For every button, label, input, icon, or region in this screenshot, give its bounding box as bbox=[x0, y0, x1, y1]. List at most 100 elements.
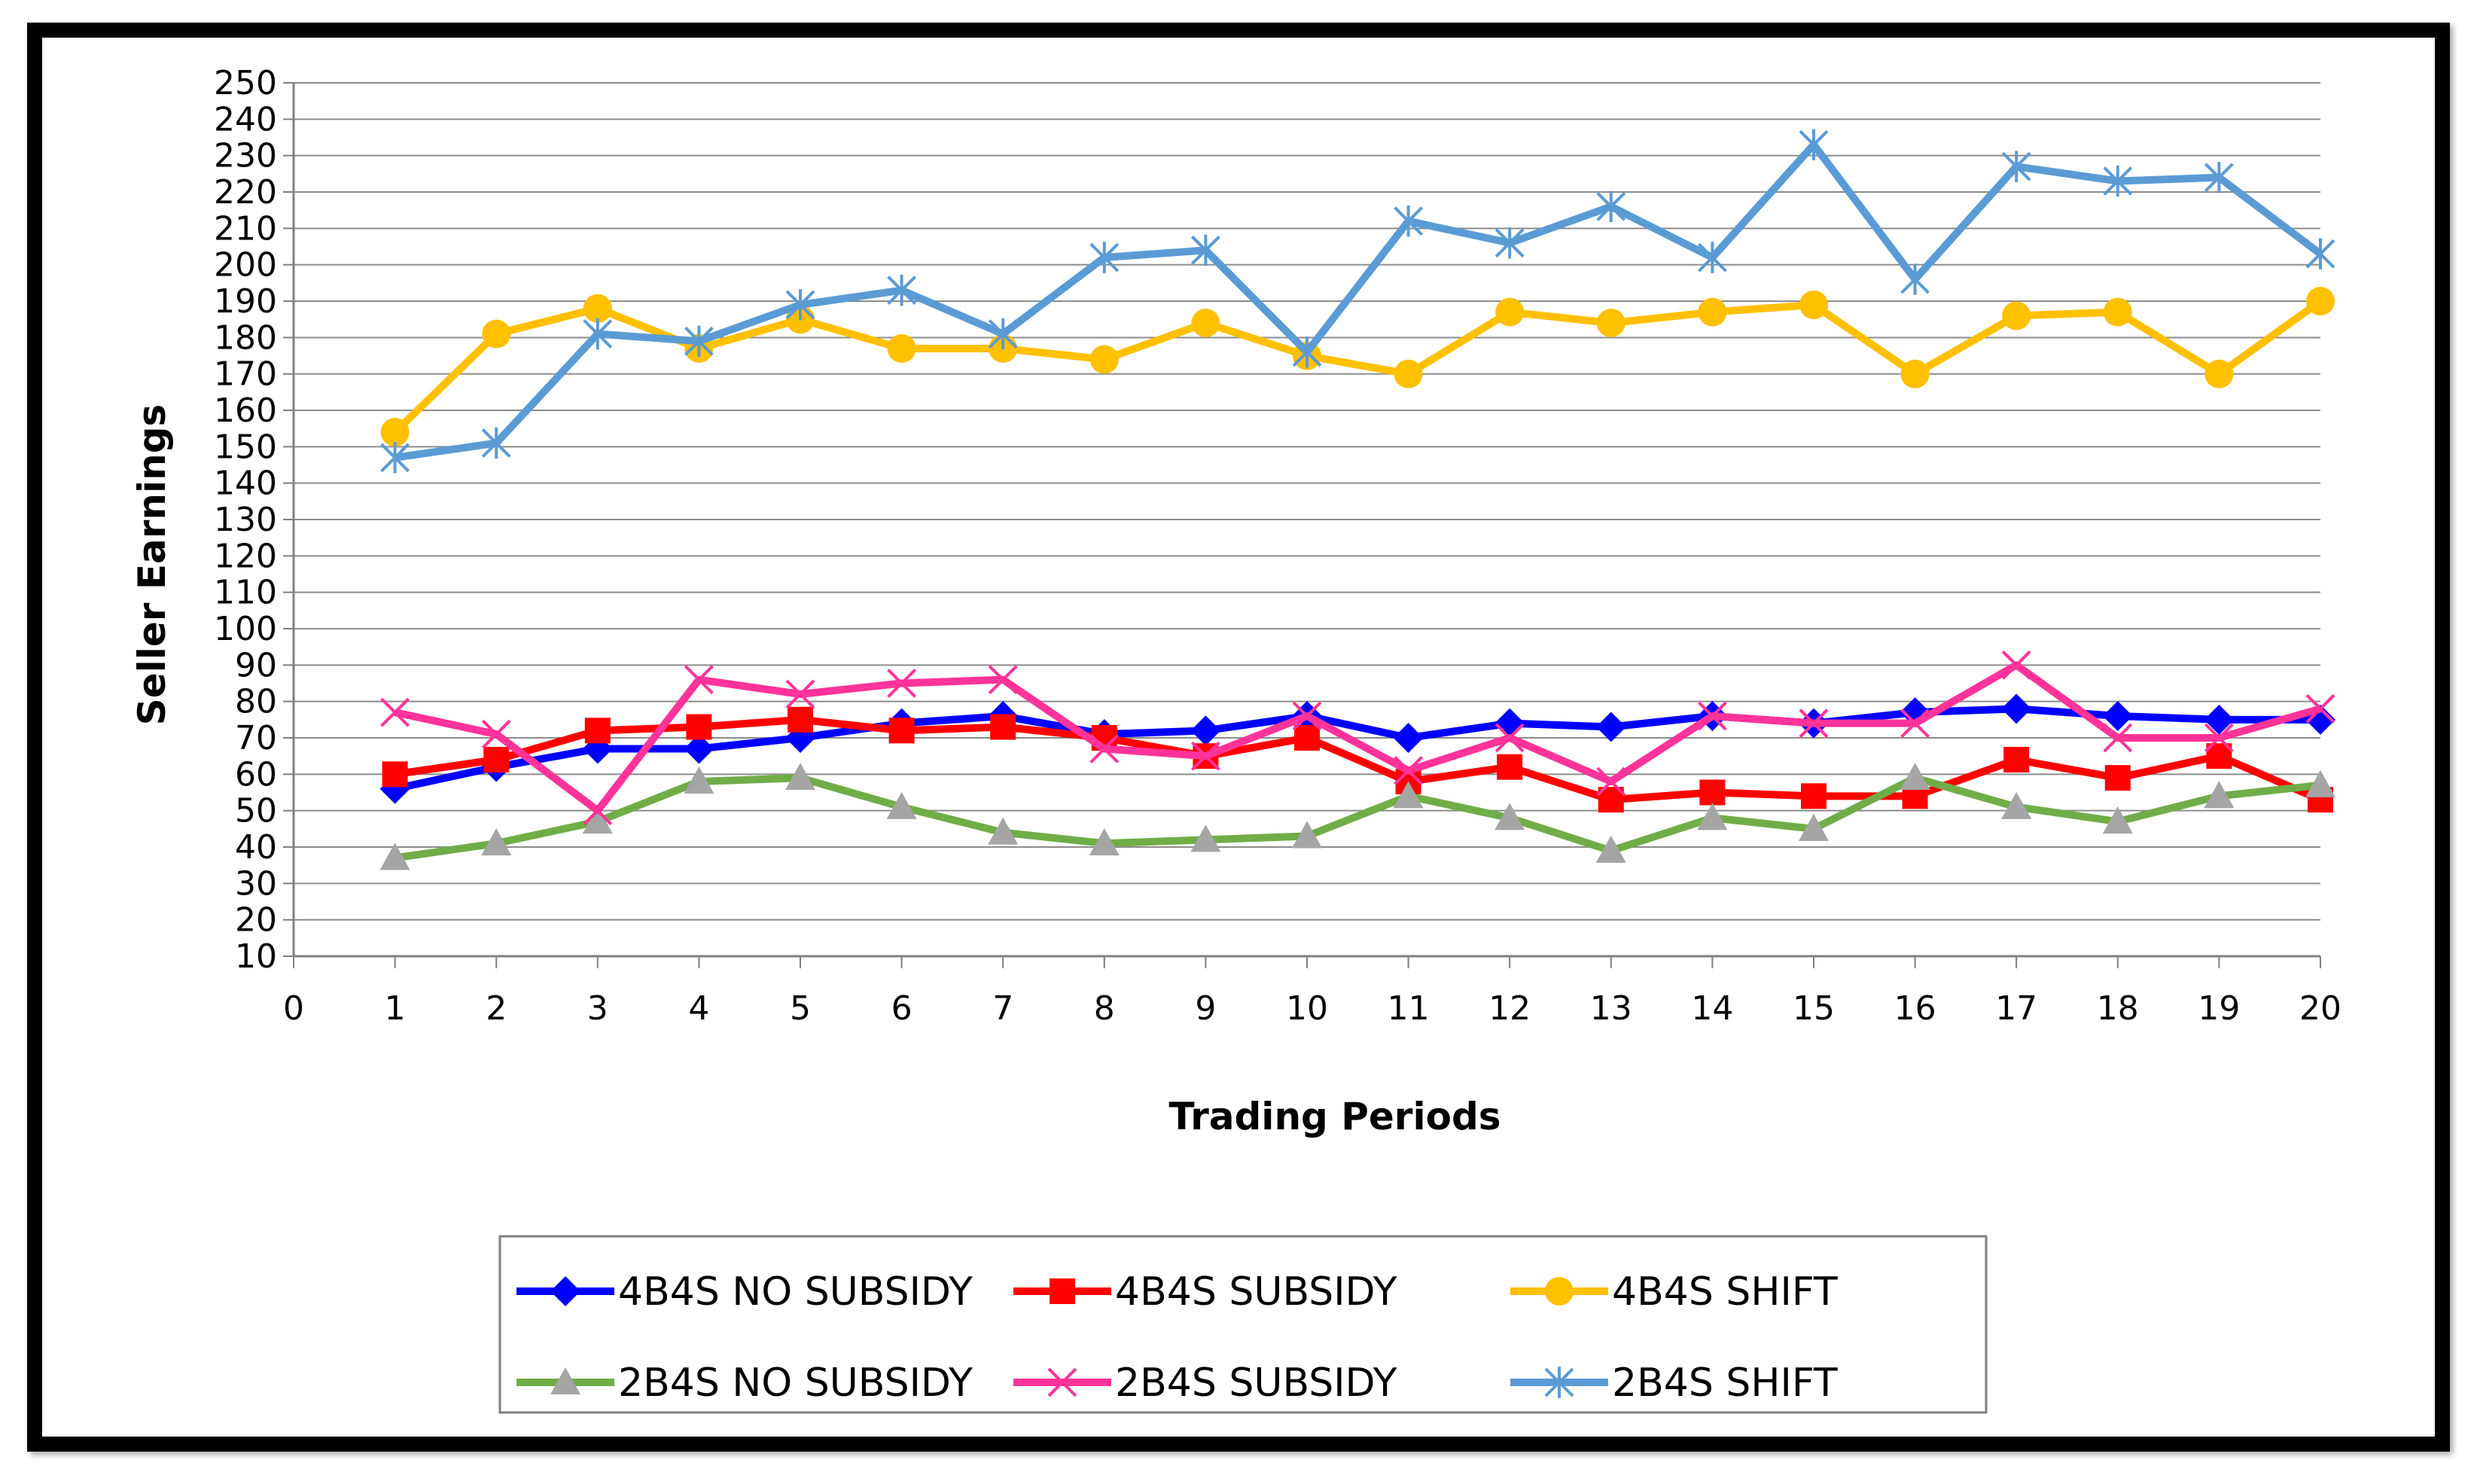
x-tick-label: 17 bbox=[1995, 989, 2037, 1028]
data-point-circle bbox=[887, 334, 916, 363]
legend-entry: 4B4S SUBSIDY bbox=[1013, 1269, 1397, 1315]
data-point-square bbox=[1294, 725, 1320, 751]
legend-entry: 2B4S NO SUBSIDY bbox=[516, 1361, 973, 1406]
data-point-circle bbox=[1191, 309, 1220, 337]
y-tick-label: 100 bbox=[214, 610, 277, 648]
x-tick-label: 0 bbox=[283, 989, 304, 1028]
data-point-square bbox=[1801, 783, 1827, 809]
data-point-square bbox=[2003, 747, 2030, 772]
y-tick-label: 170 bbox=[214, 355, 277, 394]
y-tick-label: 190 bbox=[214, 282, 277, 321]
y-tick-label: 180 bbox=[214, 318, 277, 357]
x-tick-label: 2 bbox=[486, 989, 507, 1028]
data-point-star bbox=[684, 325, 714, 357]
data-point-square bbox=[2104, 765, 2131, 791]
y-tick-label: 10 bbox=[235, 937, 277, 976]
data-point-triangle bbox=[1799, 813, 1829, 841]
series-line bbox=[394, 715, 2322, 804]
legend: 4B4S NO SUBSIDY 4B4S SUBSIDY 4B4S SHIFT 2B4… bbox=[498, 1235, 1988, 1414]
gridlines bbox=[294, 82, 2320, 921]
data-point-diamond bbox=[1190, 715, 1221, 746]
y-tick-label: 20 bbox=[235, 901, 277, 940]
series-lines bbox=[379, 129, 2335, 870]
data-point-circle bbox=[2306, 287, 2335, 315]
data-point-triangle bbox=[582, 806, 613, 834]
y-tick-label: 60 bbox=[235, 755, 277, 794]
data-point-diamond bbox=[2204, 704, 2235, 735]
data-point-x bbox=[1697, 701, 1727, 731]
x-tick-label: 15 bbox=[1793, 989, 1835, 1028]
data-point-x bbox=[1190, 741, 1220, 771]
legend-label: 4B4S SHIFT bbox=[1612, 1269, 1838, 1315]
legend-entry: 2B4S SHIFT bbox=[1510, 1361, 1838, 1406]
data-point-x bbox=[2204, 723, 2234, 753]
data-point-circle bbox=[1799, 290, 1828, 319]
data-point-x bbox=[481, 719, 511, 749]
data-point-star bbox=[1494, 227, 1525, 259]
axes: 1020304050607080901001101201301401501601… bbox=[214, 64, 2341, 1028]
series-4b4s-subsidy bbox=[382, 706, 2333, 813]
data-point-star bbox=[988, 318, 1018, 350]
data-point-circle bbox=[2002, 301, 2031, 331]
y-tick-label: 230 bbox=[214, 137, 277, 175]
data-point-star bbox=[1544, 1367, 1574, 1398]
legend-entry: 4B4S SHIFT bbox=[1510, 1269, 1838, 1315]
data-point-x bbox=[785, 679, 815, 709]
y-tick-label: 140 bbox=[214, 465, 277, 503]
data-point-x bbox=[1799, 708, 1829, 739]
x-tick-label: 5 bbox=[790, 989, 811, 1028]
data-point-triangle bbox=[481, 828, 512, 856]
y-tick-label: 130 bbox=[214, 501, 277, 539]
data-point-circle bbox=[380, 418, 410, 446]
data-point-star bbox=[2103, 165, 2133, 197]
y-tick-label: 160 bbox=[214, 392, 277, 430]
data-point-star bbox=[1596, 190, 1626, 223]
y-tick-label: 210 bbox=[214, 209, 277, 248]
data-point-circle bbox=[1089, 345, 1119, 374]
data-point-square bbox=[990, 714, 1016, 740]
x-tick-label: 6 bbox=[891, 989, 912, 1028]
x-tick-label: 4 bbox=[688, 989, 709, 1028]
data-point-triangle bbox=[1697, 803, 1728, 830]
y-tick-label: 30 bbox=[235, 864, 277, 903]
y-tick-label: 120 bbox=[214, 537, 277, 575]
data-point-circle bbox=[482, 319, 511, 349]
data-point-triangle bbox=[1900, 763, 1930, 791]
data-point-diamond bbox=[1393, 723, 1424, 753]
data-point-x bbox=[1089, 734, 1120, 763]
data-point-star bbox=[887, 274, 917, 306]
data-point-diamond bbox=[550, 1276, 580, 1306]
series-2b4s-no-subsidy bbox=[379, 763, 2335, 870]
x-tick-label: 13 bbox=[1590, 989, 1632, 1028]
data-point-star bbox=[2001, 151, 2031, 182]
y-tick-label: 110 bbox=[214, 574, 277, 612]
legend-label: 2B4S SHIFT bbox=[1612, 1361, 1838, 1406]
data-point-triangle bbox=[2102, 806, 2133, 834]
x-tick-label: 7 bbox=[992, 989, 1013, 1028]
y-tick-label: 70 bbox=[235, 719, 277, 757]
data-point-circle bbox=[2204, 359, 2234, 389]
data-point-triangle bbox=[684, 766, 714, 794]
data-point-x bbox=[887, 669, 917, 698]
data-point-x bbox=[1394, 756, 1424, 785]
data-point-x bbox=[583, 796, 613, 826]
y-tick-label: 80 bbox=[235, 683, 277, 721]
y-axis-title: Seller Earnings bbox=[130, 404, 174, 726]
series-line bbox=[394, 661, 2322, 815]
legend-entry: 4B4S NO SUBSIDY bbox=[516, 1269, 973, 1315]
data-point-diamond bbox=[1595, 712, 1626, 742]
series-line bbox=[394, 705, 2320, 793]
legend-label: 4B4S NO SUBSIDY bbox=[618, 1269, 973, 1315]
data-point-triangle bbox=[785, 763, 815, 791]
data-point-triangle bbox=[1292, 821, 1322, 849]
legend-label: 4B4S SUBSIDY bbox=[1115, 1269, 1397, 1315]
data-point-circle bbox=[583, 294, 612, 323]
data-point-triangle bbox=[2204, 781, 2235, 809]
legend-label: 2B4S NO SUBSIDY bbox=[618, 1361, 973, 1406]
data-point-triangle bbox=[2001, 791, 2032, 819]
data-point-square bbox=[382, 761, 408, 788]
data-point-x bbox=[988, 665, 1018, 695]
x-tick-label: 1 bbox=[385, 989, 406, 1028]
data-point-square bbox=[584, 718, 611, 744]
legend-entry: 2B4S SUBSIDY bbox=[1013, 1361, 1397, 1406]
